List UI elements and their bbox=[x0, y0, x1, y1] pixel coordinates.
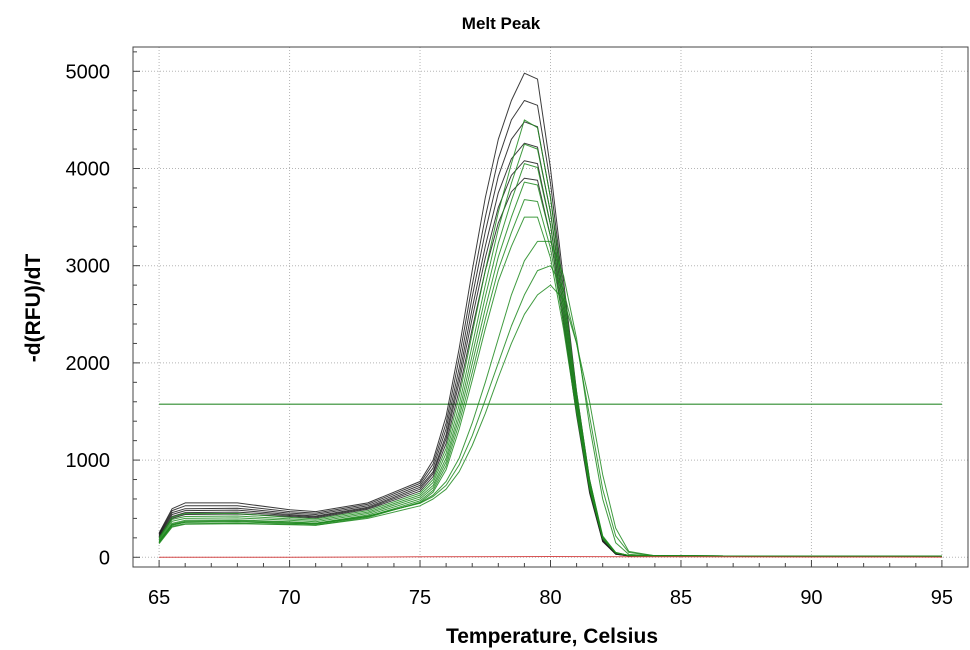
y-tick-label-3: 3000 bbox=[66, 256, 111, 278]
series-line-12 bbox=[158, 240, 942, 557]
series-line-5 bbox=[158, 177, 942, 557]
y-tick-label-4: 4000 bbox=[66, 158, 111, 180]
x-tick-label-1: 70 bbox=[278, 587, 300, 609]
y-tick-label-0: 0 bbox=[99, 547, 110, 569]
y-tick-label-5: 5000 bbox=[66, 61, 111, 83]
x-tick-label-4: 85 bbox=[670, 587, 692, 609]
x-tick-label-0: 65 bbox=[148, 587, 170, 609]
series-line-13 bbox=[158, 265, 942, 557]
series-line-15 bbox=[159, 556, 942, 558]
y-tick-label-1: 1000 bbox=[66, 450, 111, 472]
series-layer bbox=[158, 72, 942, 558]
series-line-14 bbox=[158, 284, 942, 557]
tick-labels: 65 70 75 80 85 90 95 0 1000 2000 3000 4000 5000 bbox=[66, 61, 954, 609]
minor-ticks bbox=[133, 51, 943, 567]
x-tick-label-5: 90 bbox=[800, 587, 822, 609]
chart-title: Melt Peak bbox=[462, 14, 541, 33]
x-tick-label-3: 80 bbox=[539, 587, 561, 609]
x-tick-label-6: 95 bbox=[931, 587, 953, 609]
y-axis-label: -d(RFU)/dT bbox=[22, 254, 45, 363]
x-axis-label: Temperature, Celsius bbox=[446, 625, 658, 648]
x-tick-label-2: 75 bbox=[409, 587, 431, 609]
y-tick-label-2: 2000 bbox=[66, 353, 111, 375]
